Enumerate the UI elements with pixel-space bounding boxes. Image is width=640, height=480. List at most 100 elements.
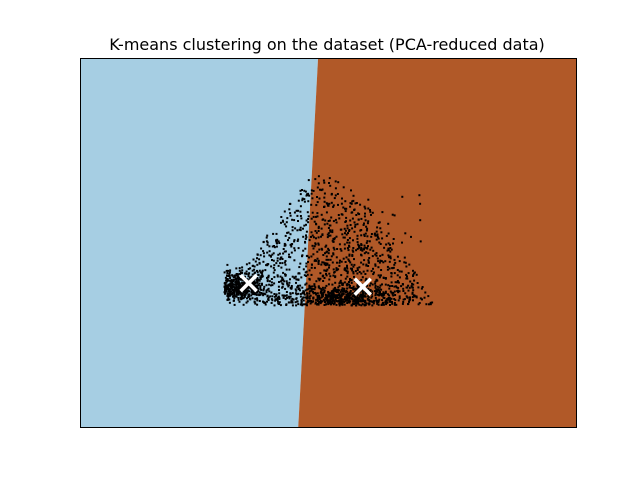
data-point (299, 215, 302, 217)
data-point (234, 277, 237, 280)
data-point (278, 281, 280, 283)
data-point (367, 302, 370, 305)
data-point (305, 219, 308, 222)
data-point (316, 298, 319, 301)
data-point (244, 272, 247, 275)
data-point (250, 275, 253, 278)
data-point (294, 227, 297, 230)
data-point (321, 261, 324, 264)
data-point (254, 282, 257, 285)
data-point (319, 299, 322, 302)
data-point (392, 266, 395, 269)
data-point (389, 290, 392, 293)
data-point (234, 295, 237, 298)
data-point (237, 293, 240, 296)
data-point (329, 224, 332, 227)
data-point (387, 254, 390, 257)
data-point (355, 287, 358, 290)
data-point (283, 244, 286, 247)
data-point (340, 298, 343, 300)
data-point (379, 254, 382, 257)
data-point (245, 290, 248, 293)
data-point (245, 270, 248, 273)
data-point (296, 229, 299, 232)
data-point (313, 220, 316, 223)
data-point (268, 280, 271, 283)
data-point (228, 274, 231, 277)
data-point (342, 206, 345, 209)
data-point (356, 237, 359, 240)
data-point (253, 268, 256, 271)
data-point (361, 289, 364, 292)
data-point (363, 215, 366, 218)
data-point (355, 298, 358, 301)
data-point (378, 261, 381, 264)
data-point (327, 258, 330, 261)
data-point (291, 229, 294, 232)
data-point (367, 287, 370, 290)
data-point (365, 277, 368, 280)
data-point (356, 241, 359, 244)
data-point (226, 272, 229, 274)
data-point (227, 279, 230, 282)
data-point (331, 300, 333, 303)
data-point (389, 304, 391, 306)
data-point (327, 234, 330, 237)
data-point (394, 294, 397, 296)
data-point (346, 224, 349, 227)
data-point (225, 285, 228, 287)
data-point (363, 205, 366, 208)
data-point (366, 227, 369, 230)
data-point (279, 262, 282, 265)
data-point (231, 288, 234, 291)
data-point (349, 219, 352, 222)
data-point (321, 295, 324, 298)
data-point (322, 254, 325, 256)
data-point (225, 269, 228, 272)
data-point (308, 284, 311, 287)
data-point (228, 283, 231, 286)
data-point (330, 216, 333, 219)
data-point (326, 233, 329, 236)
data-point (375, 230, 378, 233)
data-point (367, 295, 370, 298)
data-point (370, 233, 373, 235)
data-point (262, 241, 265, 244)
data-point (378, 286, 381, 289)
data-point (404, 292, 407, 295)
data-point (327, 283, 330, 286)
data-point (334, 187, 337, 190)
data-point (287, 239, 289, 242)
data-point (267, 299, 270, 302)
data-point (339, 281, 342, 284)
data-point (289, 278, 291, 281)
data-point (253, 280, 256, 283)
data-point (286, 217, 289, 220)
data-point (278, 289, 280, 291)
data-point (259, 285, 262, 288)
data-point (411, 286, 414, 289)
data-point (276, 299, 279, 301)
data-point (226, 280, 229, 282)
data-point (280, 221, 282, 224)
data-point (262, 250, 265, 253)
data-point (302, 290, 305, 293)
data-point (355, 302, 358, 305)
data-point (374, 284, 377, 287)
data-point (388, 294, 391, 297)
data-point (328, 249, 330, 252)
data-point (320, 263, 323, 266)
data-point (306, 304, 308, 307)
data-points (223, 175, 434, 307)
data-point (340, 274, 343, 277)
data-point (344, 207, 346, 210)
data-point (291, 218, 294, 221)
data-point (343, 247, 346, 250)
data-point (256, 257, 258, 260)
data-point (306, 294, 309, 297)
data-point (280, 266, 283, 269)
data-point (314, 291, 316, 294)
data-point (346, 302, 349, 304)
data-point (265, 289, 268, 292)
data-point (341, 290, 344, 293)
